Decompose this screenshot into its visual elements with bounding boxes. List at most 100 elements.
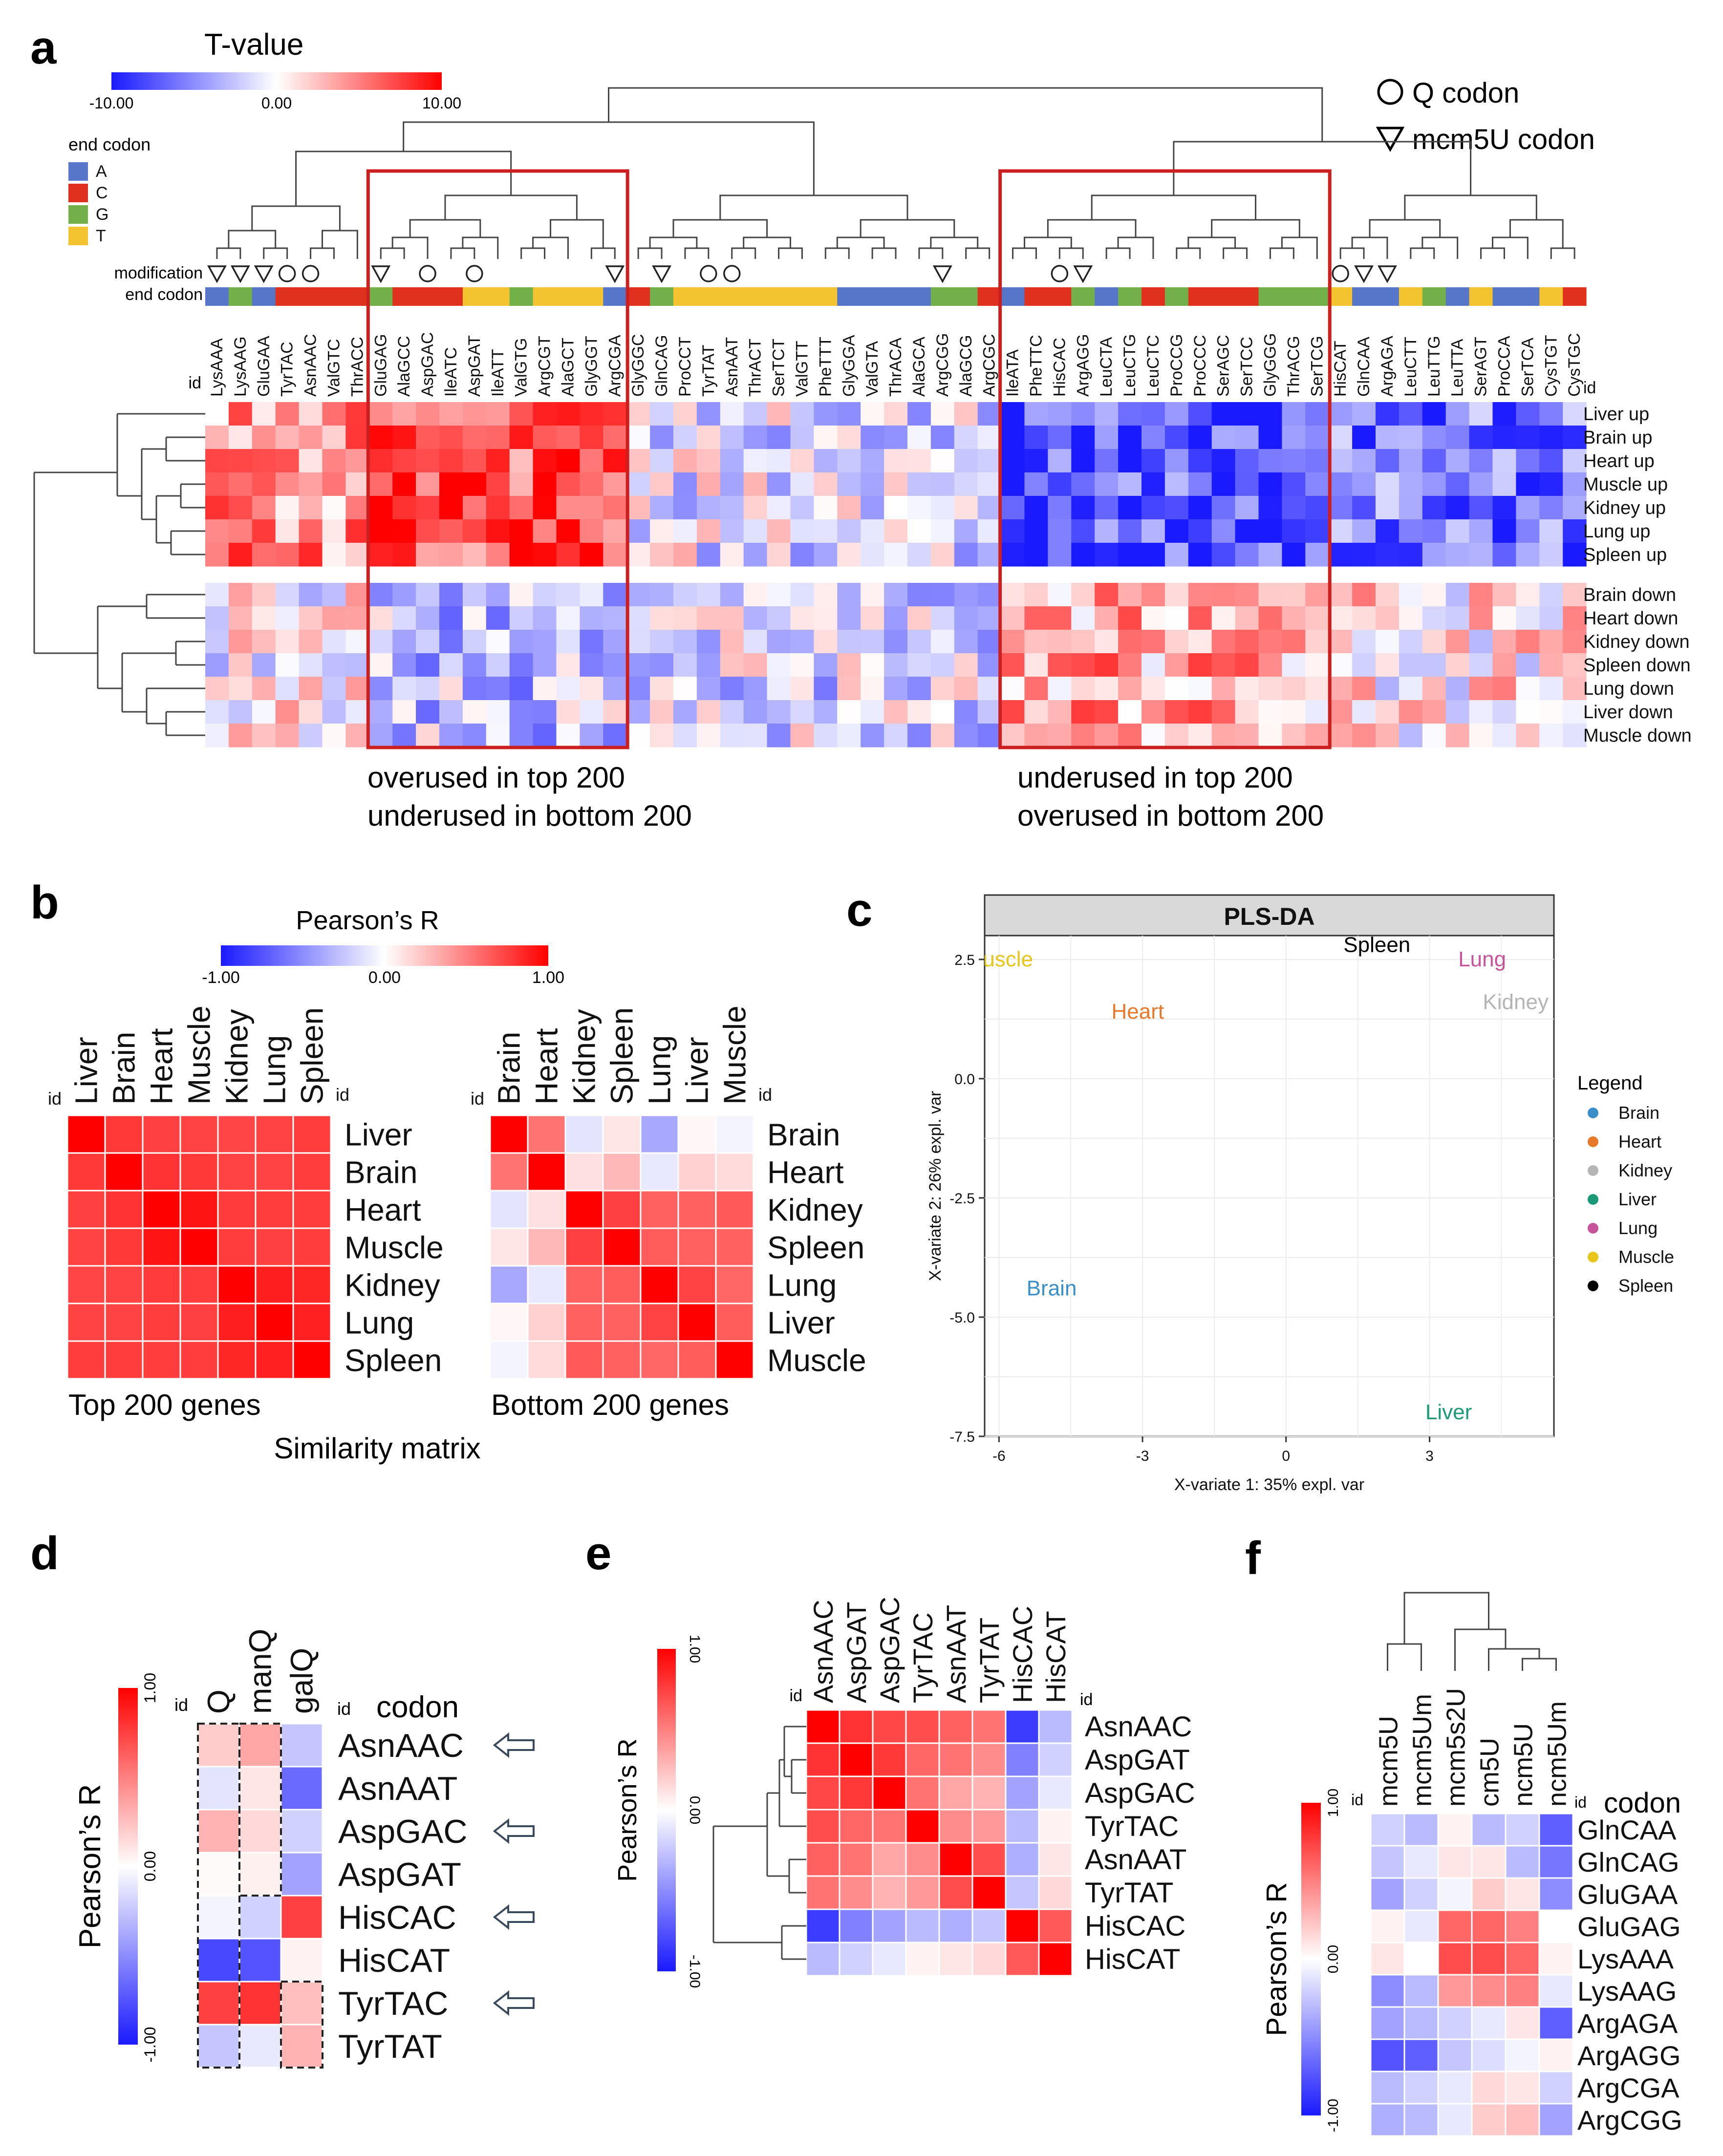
f-cell-argagg-cm5u: [1471, 2038, 1507, 2072]
cell-spleen-up-seragc: [1211, 543, 1236, 567]
cell-liver-down-cystgc: [1563, 700, 1587, 724]
cell-heart-up-glugaa: [252, 449, 276, 473]
cell-spleen-up-glugaa: [252, 543, 276, 567]
dendro-left-seg: [165, 436, 205, 462]
cell-lung-up-seragc: [1211, 519, 1236, 543]
cell-liver-down-glyggt: [580, 700, 603, 724]
b-bottom-row-id-label: id: [758, 1085, 772, 1105]
cell-kidney-up-procca: [1492, 496, 1516, 520]
cell-heart-up-glyggt: [580, 449, 603, 473]
f-cell-argcga-mcm5um: [1403, 2071, 1439, 2105]
cell-brain-up-phettc: [1024, 426, 1048, 449]
e-cell-tyrtat-aspgac: [872, 1875, 907, 1910]
cell-brain-down-leuttg: [1422, 583, 1446, 607]
f-cell-argcgg-ncm5um: [1538, 2103, 1574, 2137]
dendro-top-seg: [649, 236, 698, 248]
cell-brain-up-alagca: [907, 426, 931, 449]
b-bottom-cell-kidney-spleen: [602, 1190, 642, 1229]
cell-liver-down-hiscat: [1329, 700, 1353, 724]
column-label-ileatc: IleATC: [442, 347, 460, 397]
column-label-ileatt: IleATT: [489, 349, 507, 397]
cell-muscle-up-ileatc: [439, 472, 463, 496]
cell-liver-down-asnaat: [720, 700, 744, 724]
cell-muscle-up-procct: [673, 472, 697, 496]
cell-heart-up-seragt: [1469, 449, 1493, 473]
e-dendro-seg: [766, 1792, 789, 1877]
cell-lung-down-glyggc: [626, 677, 650, 701]
e-cell-aspgat-hiscac: [1005, 1742, 1040, 1777]
c-legend-dot-spleen: [1588, 1281, 1598, 1291]
column-label-valgtg: ValGTG: [512, 338, 531, 397]
cell-heart-down-argaga: [1376, 606, 1400, 630]
cell-lung-down-leuctc: [1141, 677, 1165, 701]
f-row-label-lysaaa: LysAAA: [1577, 1943, 1674, 1974]
e-col-label-asnaat: AsnAAT: [941, 1605, 971, 1703]
end-codon-cell-argagg: [1071, 287, 1095, 306]
cell-heart-up-asnaac: [299, 449, 323, 473]
e-cell-tyrtat-tyrtac: [905, 1875, 940, 1910]
cell-brain-down-ileatt: [486, 583, 510, 607]
cell-lung-up-aspgac: [416, 519, 440, 543]
cell-brain-up-leutta: [1445, 426, 1470, 449]
b-bottom-cell-kidney-muscle: [715, 1190, 754, 1229]
cell-muscle-up-glyggg: [1258, 472, 1282, 496]
cell-kidney-down-thracg: [1282, 630, 1306, 654]
cell-liver-down-thracg: [1282, 700, 1306, 724]
cell-kidney-down-thracc: [345, 630, 369, 654]
b-top-cell-lung-brain: [104, 1302, 144, 1342]
cell-kidney-up-seragt: [1469, 496, 1493, 520]
cell-spleen-up-sertcc: [1235, 543, 1259, 567]
cell-spleen-down-argaga: [1376, 653, 1400, 677]
f-col-label-mcm5s2u: mcm5s2U: [1442, 1688, 1471, 1807]
cell-heart-down-argcgg: [930, 606, 955, 630]
cell-heart-up-glyggc: [626, 449, 650, 473]
cell-muscle-up-valgtc: [322, 472, 346, 496]
cell-liver-up-thracg: [1282, 402, 1306, 426]
dendro-top-seg: [310, 247, 335, 259]
end-codon-cell-thracc: [345, 287, 369, 306]
cell-muscle-up-glugaa: [252, 472, 276, 496]
cell-brain-up-hiscat: [1329, 426, 1353, 449]
cell-muscle-up-leuttg: [1422, 472, 1446, 496]
cell-lung-up-thracg: [1282, 519, 1306, 543]
e-col-label-tyrtac: TyrTAC: [907, 1612, 938, 1703]
column-label-argcgc: ArgCGC: [980, 334, 999, 397]
panel-a: a T-value -10.00 0.00 10.00 end codon AC…: [30, 21, 1692, 832]
cell-liver-up-leuctg: [1118, 402, 1142, 426]
e-cell-tyrtat-tyrtat: [971, 1875, 1007, 1910]
cell-lung-up-leutta: [1445, 519, 1470, 543]
f-dendro-seg: [1488, 1648, 1540, 1671]
dendro-left-seg: [97, 605, 147, 689]
cell-brain-down-alagcg: [954, 583, 978, 607]
box1-caption-line2: underused in bottom 200: [367, 799, 692, 832]
cell-brain-up-asnaat: [720, 426, 744, 449]
column-label-seragc: SerAGC: [1214, 335, 1233, 397]
cell-brain-down-valgta: [861, 583, 884, 607]
cell-brain-down-alagct: [556, 583, 580, 607]
cell-brain-up-glyggc: [626, 426, 650, 449]
cell-muscle-down-leuctt: [1399, 724, 1423, 747]
b-bottom-cell-kidney-lung: [640, 1190, 679, 1229]
tvalue-tick-mid: 0.00: [261, 94, 292, 112]
cell-heart-up-lysaaa: [205, 449, 229, 473]
cell-muscle-up-thracg: [1282, 472, 1306, 496]
column-label-thract: ThrACT: [746, 339, 765, 397]
e-cell-aspgac-asnaat: [938, 1775, 973, 1811]
tvalue-legend-title: T-value: [204, 28, 303, 62]
cell-liver-up-aspgat: [462, 402, 487, 426]
cell-kidney-down-glugag: [369, 630, 393, 654]
c-legend-dot-muscle: [1588, 1252, 1598, 1262]
arrow-icon-asnaac: [493, 1732, 535, 1758]
end-codon-legend-label-t: T: [96, 227, 106, 245]
cell-liver-up-sertcc: [1235, 402, 1259, 426]
f-cell-argcgg-mcm5u: [1370, 2103, 1405, 2137]
cell-lung-down-ileata: [1001, 677, 1025, 701]
cell-lung-up-argaga: [1376, 519, 1400, 543]
cell-kidney-up-phettc: [1024, 496, 1048, 520]
cell-liver-down-glncaa: [1352, 700, 1376, 724]
column-label-sertca: SerTCA: [1518, 338, 1537, 397]
b-bottom-cell-brain-kidney: [564, 1114, 604, 1154]
mcm5u-marker-argcga: [605, 265, 625, 283]
cell-liver-up-glygga: [837, 402, 861, 426]
cell-lung-up-glncag: [650, 519, 674, 543]
